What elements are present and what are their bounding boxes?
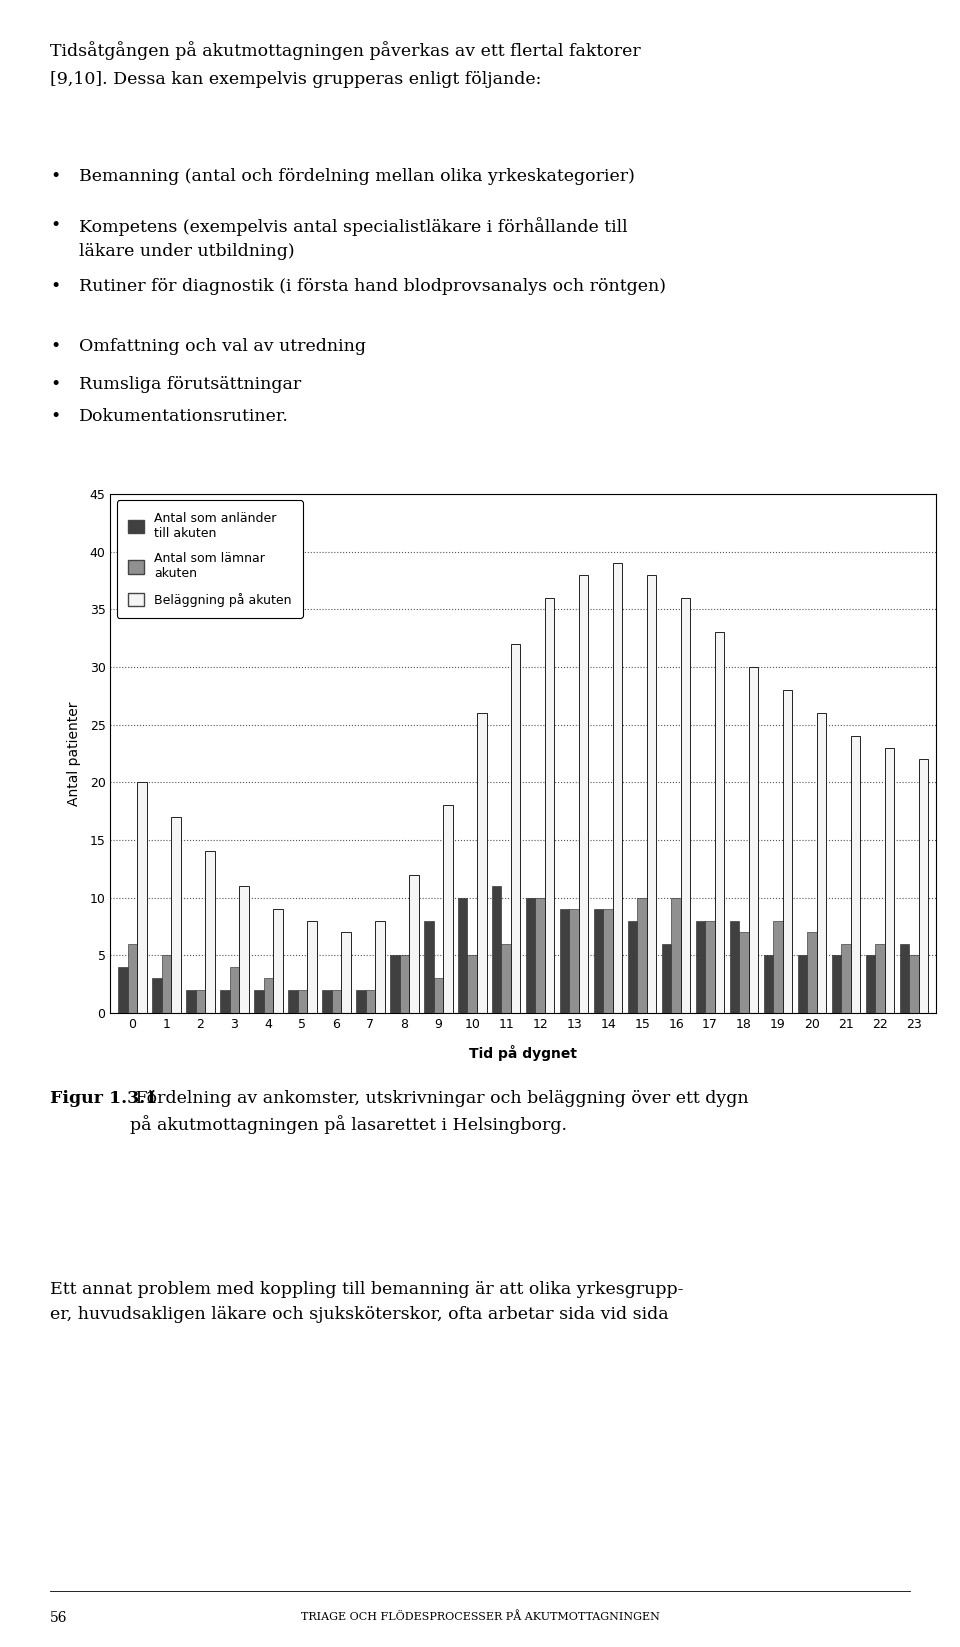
Bar [866,955,876,1013]
Bar [579,575,588,1013]
Bar [399,955,409,1013]
X-axis label: Tid på dygnet: Tid på dygnet [469,1044,577,1061]
Bar [341,932,350,1013]
Text: [9,10]. Dessa kan exempelvis grupperas enligt följande:: [9,10]. Dessa kan exempelvis grupperas e… [50,71,541,87]
Bar [900,944,909,1013]
Text: •: • [50,338,60,354]
Bar [229,967,239,1013]
Bar [604,909,612,1013]
Bar [390,955,399,1013]
Bar [706,921,715,1013]
Bar [196,990,205,1013]
Bar [628,921,637,1013]
Text: Tidsåtgången på akutmottagningen påverkas av ett flertal faktorer: Tidsåtgången på akutmottagningen påverka… [50,41,640,59]
Bar [782,690,792,1013]
Text: Rutiner för diagnostik (i första hand blodprovsanalys och röntgen): Rutiner för diagnostik (i första hand bl… [79,278,665,295]
Bar [885,748,894,1013]
Bar [356,990,366,1013]
Bar [137,782,147,1013]
Bar [807,932,817,1013]
Bar [569,909,579,1013]
Bar [254,990,264,1013]
Bar [739,932,749,1013]
Bar [274,909,282,1013]
Bar [458,898,468,1013]
Bar [671,898,681,1013]
Bar [511,644,520,1013]
Bar [501,944,511,1013]
Text: •: • [50,278,60,295]
Bar [468,955,477,1013]
Text: TRIAGE OCH FLÖDESPROCESSER PÅ AKUTMOTTAGNINGEN: TRIAGE OCH FLÖDESPROCESSER PÅ AKUTMOTTAG… [300,1611,660,1622]
Bar [239,886,249,1013]
Text: Omfattning och val av utredning: Omfattning och val av utredning [79,338,366,354]
Bar [434,978,443,1013]
Bar [817,713,827,1013]
Bar [307,921,317,1013]
Bar [322,990,331,1013]
Text: •: • [50,168,60,184]
Bar [171,817,180,1013]
Bar [909,955,919,1013]
Bar [876,944,885,1013]
Bar [220,990,229,1013]
Text: •: • [50,217,60,234]
Bar [128,944,137,1013]
Bar [919,759,928,1013]
Bar [288,990,298,1013]
Bar [798,955,807,1013]
Bar [637,898,647,1013]
Text: Dokumentationsrutiner.: Dokumentationsrutiner. [79,408,289,425]
Text: Figur 1.3.1: Figur 1.3.1 [50,1090,157,1107]
Bar [560,909,569,1013]
Text: Kompetens (exempelvis antal specialistläkare i förhållande till
läkare under utb: Kompetens (exempelvis antal specialistlä… [79,217,627,260]
Text: Bemanning (antal och fördelning mellan olika yrkeskategorier): Bemanning (antal och fördelning mellan o… [79,168,635,184]
Bar [661,944,671,1013]
Legend: Antal som anländer
till akuten, Antal som lämnar
akuten, Beläggning på akuten: Antal som anländer till akuten, Antal so… [117,501,303,618]
Y-axis label: Antal patienter: Antal patienter [67,702,82,805]
Bar [681,598,690,1013]
Bar [366,990,375,1013]
Bar [118,967,128,1013]
Bar [264,978,274,1013]
Bar [205,851,215,1013]
Bar [443,805,452,1013]
Bar [749,667,758,1013]
Text: Fördelning av ankomster, utskrivningar och beläggning över ett dygn
på akutmotta: Fördelning av ankomster, utskrivningar o… [130,1090,748,1133]
Bar [594,909,604,1013]
Bar [647,575,657,1013]
Bar [331,990,341,1013]
Bar [492,886,501,1013]
Bar [730,921,739,1013]
Text: •: • [50,376,60,392]
Bar [831,955,841,1013]
Bar [696,921,706,1013]
Bar [477,713,487,1013]
Text: •: • [50,408,60,425]
Bar [526,898,536,1013]
Bar [298,990,307,1013]
Bar [715,632,725,1013]
Text: Rumsliga förutsättningar: Rumsliga förutsättningar [79,376,301,392]
Bar [851,736,860,1013]
Bar [841,944,851,1013]
Text: Ett annat problem med koppling till bemanning är att olika yrkesgrupp-
er, huvud: Ett annat problem med koppling till bema… [50,1281,684,1323]
Bar [375,921,385,1013]
Bar [545,598,555,1013]
Bar [186,990,196,1013]
Text: 56: 56 [50,1611,67,1626]
Bar [773,921,782,1013]
Bar [409,875,419,1013]
Bar [612,563,622,1013]
Bar [161,955,171,1013]
Bar [764,955,773,1013]
Bar [536,898,545,1013]
Bar [153,978,161,1013]
Bar [424,921,434,1013]
